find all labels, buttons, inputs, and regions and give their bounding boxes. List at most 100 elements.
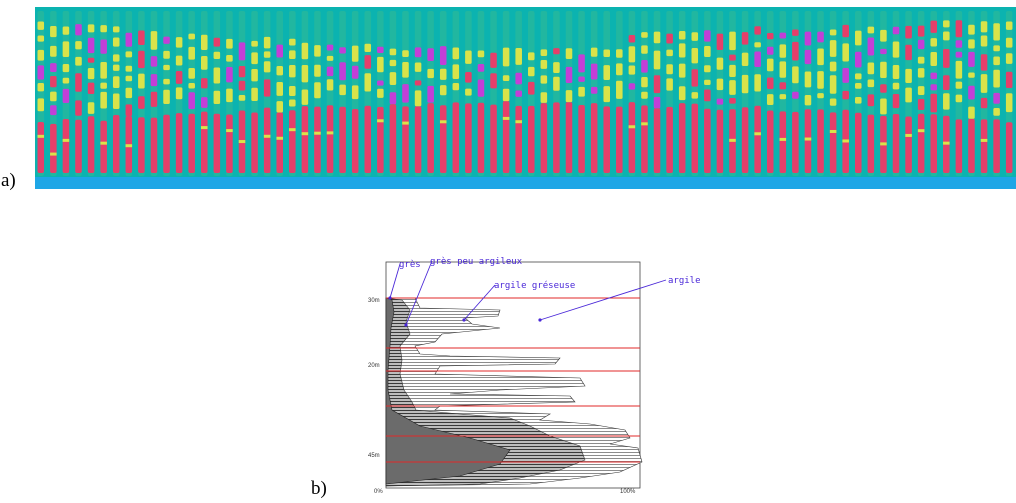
strip-column: [993, 11, 1000, 176]
strip-column: [540, 11, 548, 176]
annotation-leader-line: [405, 260, 433, 326]
annotation-leader-dot: [388, 296, 392, 300]
strip-column: [213, 11, 221, 176]
annotation-gres: grès: [399, 259, 421, 270]
annotation-leader-line: [389, 263, 401, 299]
strip-column: [716, 11, 724, 176]
panel-b-label: b): [311, 478, 327, 499]
strip-column: [754, 11, 761, 176]
strip-column: [351, 11, 359, 176]
strip-column: [968, 11, 975, 176]
depth-label-2: 20m: [368, 363, 380, 369]
strip-column: [326, 11, 334, 176]
strip-column: [402, 11, 409, 176]
strip-column: [112, 11, 120, 176]
strip-column: [125, 11, 133, 176]
strip-column: [930, 11, 938, 176]
strip-column: [251, 11, 258, 176]
strip-column: [867, 11, 875, 176]
strip-column: [641, 11, 648, 176]
strip-column: [653, 11, 661, 176]
strip-column: [628, 11, 636, 176]
strip-column: [377, 11, 384, 176]
strip-column: [943, 11, 950, 176]
strip-bottom-band: [35, 177, 1016, 189]
strip-column: [364, 11, 372, 176]
strip-column: [226, 11, 233, 176]
strip-column: [427, 11, 434, 176]
strip-column: [729, 11, 736, 176]
strip-column: [829, 11, 837, 176]
strip-column: [62, 11, 70, 176]
strip-column: [37, 11, 45, 176]
strip-column: [855, 11, 862, 176]
strip-column: [528, 11, 535, 176]
strip-column: [75, 11, 82, 176]
strip-column: [880, 11, 887, 176]
strip-column: [616, 11, 623, 176]
strip-column: [917, 11, 925, 176]
strip-column: [779, 11, 787, 176]
depth-label-3: 45m: [368, 453, 380, 459]
strip-column: [477, 11, 485, 176]
strip-column: [565, 11, 573, 176]
annotation-argile: argile: [668, 276, 701, 286]
strip-column: [314, 11, 321, 176]
strip-background: [35, 7, 1016, 189]
strip-column: [691, 11, 699, 176]
strip-column: [238, 11, 246, 176]
strip-column: [490, 11, 497, 176]
strip-column: [188, 11, 195, 176]
strip-column: [892, 11, 900, 176]
strip-column: [515, 11, 522, 176]
strip-column: [263, 11, 271, 176]
strip-column: [792, 11, 799, 176]
strip-column: [276, 11, 284, 176]
strip-column: [741, 11, 749, 176]
strip-column: [905, 11, 912, 176]
axis-label-left: 0%: [374, 489, 383, 495]
annotation-leader-line: [539, 279, 667, 321]
strip-column: [138, 11, 145, 176]
strip-column: [590, 11, 598, 176]
gres-fill: [385, 297, 511, 485]
annotation-leader-dot: [404, 323, 408, 327]
strip-column: [666, 11, 673, 176]
annotation-argile-greseuse: argile gréseuse: [494, 280, 575, 291]
annotation-gres-peu-argileux: grès peu argileux: [430, 256, 523, 267]
annotation-leader-dot: [462, 318, 466, 322]
strip-column: [175, 11, 183, 176]
depth-label-1: 30m: [368, 298, 380, 304]
strip-column: [603, 11, 611, 176]
strip-column: [389, 11, 397, 176]
strip-column: [87, 11, 95, 176]
annotation-leader-line: [463, 284, 496, 321]
strip-column: [439, 11, 447, 176]
strip-column: [842, 11, 849, 176]
strip-column: [804, 11, 812, 176]
strip-column: [301, 11, 309, 176]
strip-column: [553, 11, 560, 176]
strip-column: [465, 11, 472, 176]
strip-column: [201, 11, 208, 176]
strip-column: [766, 11, 774, 176]
strip-column: [339, 11, 346, 176]
strip-column: [150, 11, 158, 176]
axis-label-right: 100%: [620, 489, 636, 495]
strip-column: [163, 11, 170, 176]
clay-content-profile: 0% 100% 30m 20m 45m grès grès peu argile…: [368, 256, 701, 495]
strip-column: [980, 11, 988, 176]
strip-column: [414, 11, 422, 176]
strip-column: [1005, 11, 1013, 176]
strip-column: [289, 11, 296, 176]
strip-column: [678, 11, 686, 176]
strip-column: [452, 11, 460, 176]
strip-column: [50, 11, 57, 176]
lithology-column-strip: [35, 7, 1016, 189]
strip-column: [704, 11, 711, 176]
strip-column: [502, 11, 510, 176]
panel-a-label: a): [1, 170, 16, 191]
strip-column: [578, 11, 585, 176]
strip-column: [817, 11, 824, 176]
strip-column: [100, 11, 107, 176]
